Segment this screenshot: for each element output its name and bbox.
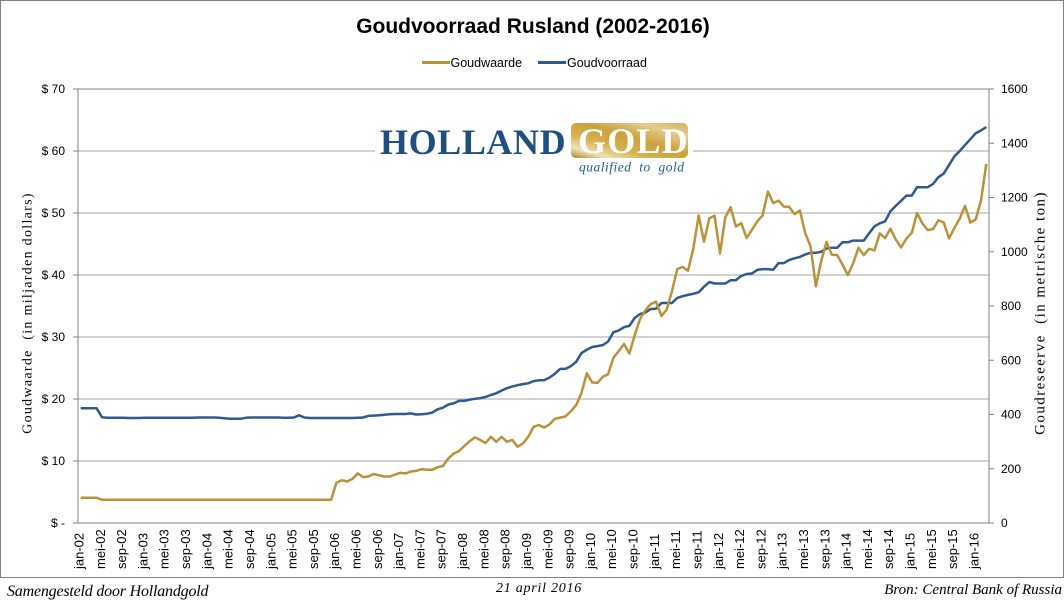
svg-text:sep-08: sep-08: [498, 529, 513, 569]
svg-text:$ 70: $ 70: [42, 82, 66, 96]
svg-text:jan-04: jan-04: [199, 533, 214, 570]
svg-text:sep-14: sep-14: [881, 529, 896, 569]
svg-text:1000: 1000: [1001, 245, 1028, 259]
svg-text:jan-06: jan-06: [327, 533, 342, 570]
svg-text:mei-05: mei-05: [285, 529, 300, 569]
svg-text:$ 20: $ 20: [42, 392, 66, 406]
svg-text:jan-03: jan-03: [135, 533, 150, 570]
svg-text:1600: 1600: [1001, 82, 1028, 96]
svg-text:Goudreseerve (in metrische to: Goudreseerve (in metrische ton): [1033, 191, 1049, 435]
svg-text:mei-06: mei-06: [349, 529, 364, 569]
svg-text:400: 400: [1001, 408, 1021, 422]
svg-text:Goudwaarde: Goudwaarde: [451, 56, 523, 70]
svg-text:sep-11: sep-11: [690, 530, 705, 569]
svg-text:jan-14: jan-14: [839, 533, 854, 570]
svg-text:$ 10: $ 10: [42, 454, 66, 468]
svg-text:mei-02: mei-02: [93, 529, 108, 569]
svg-text:jan-05: jan-05: [263, 533, 278, 570]
svg-text:jan-07: jan-07: [391, 533, 406, 570]
svg-text:sep-02: sep-02: [114, 529, 129, 569]
svg-text:HOLLAND: HOLLAND: [380, 122, 566, 162]
svg-text:jan-10: jan-10: [583, 533, 598, 570]
svg-text:sep-09: sep-09: [562, 529, 577, 569]
svg-text:sep-10: sep-10: [626, 529, 641, 569]
svg-text:sep-15: sep-15: [945, 529, 960, 569]
svg-text:Goudwaarde (in miljarden doll: Goudwaarde (in miljarden dollars): [21, 192, 36, 434]
svg-text:sep-05: sep-05: [306, 529, 321, 569]
svg-text:mei-08: mei-08: [476, 529, 491, 569]
svg-text:Goudvoorraad: Goudvoorraad: [567, 56, 647, 70]
svg-text:sep-07: sep-07: [434, 529, 449, 569]
svg-text:Goudvoorraad Rusland (2002-201: Goudvoorraad Rusland (2002-2016): [356, 15, 710, 38]
svg-text:sep-12: sep-12: [753, 529, 768, 569]
svg-text:mei-07: mei-07: [412, 529, 427, 569]
svg-text:mei-13: mei-13: [796, 529, 811, 569]
svg-text:$ 60: $ 60: [42, 144, 66, 158]
svg-text:$ 40: $ 40: [42, 268, 66, 282]
svg-text:jan-02: jan-02: [72, 533, 87, 570]
svg-text:800: 800: [1001, 299, 1021, 313]
svg-text:qualified to gold: qualified to gold: [579, 160, 685, 175]
svg-text:jan-12: jan-12: [711, 533, 726, 570]
svg-text:$ 50: $ 50: [42, 206, 66, 220]
svg-text:sep-06: sep-06: [370, 529, 385, 569]
svg-text:jan-11: jan-11: [647, 534, 662, 570]
svg-text:mei-03: mei-03: [157, 529, 172, 569]
svg-text:jan-09: jan-09: [519, 533, 534, 570]
svg-text:jan-13: jan-13: [775, 533, 790, 570]
svg-text:sep-03: sep-03: [178, 529, 193, 569]
svg-text:sep-04: sep-04: [242, 529, 257, 569]
svg-text:1400: 1400: [1001, 136, 1028, 150]
svg-text:mei-14: mei-14: [860, 529, 875, 569]
svg-text:200: 200: [1001, 462, 1021, 476]
svg-text:jan-16: jan-16: [967, 533, 982, 570]
svg-text:sep-13: sep-13: [817, 529, 832, 569]
svg-text:1200: 1200: [1001, 191, 1028, 205]
svg-text:jan-15: jan-15: [903, 533, 918, 570]
svg-text:mei-10: mei-10: [604, 529, 619, 569]
svg-text:GOLD: GOLD: [578, 121, 689, 161]
svg-text:mei-15: mei-15: [924, 529, 939, 569]
svg-text:mei-11: mei-11: [668, 530, 683, 569]
svg-text:$ 30: $ 30: [42, 330, 66, 344]
svg-text:600: 600: [1001, 353, 1021, 367]
svg-text:0: 0: [1001, 516, 1008, 530]
svg-text:mei-09: mei-09: [540, 529, 555, 569]
svg-text:$ -: $ -: [51, 516, 65, 530]
svg-text:jan-08: jan-08: [455, 533, 470, 570]
svg-text:mei-04: mei-04: [221, 529, 236, 569]
svg-text:mei-12: mei-12: [732, 529, 747, 569]
